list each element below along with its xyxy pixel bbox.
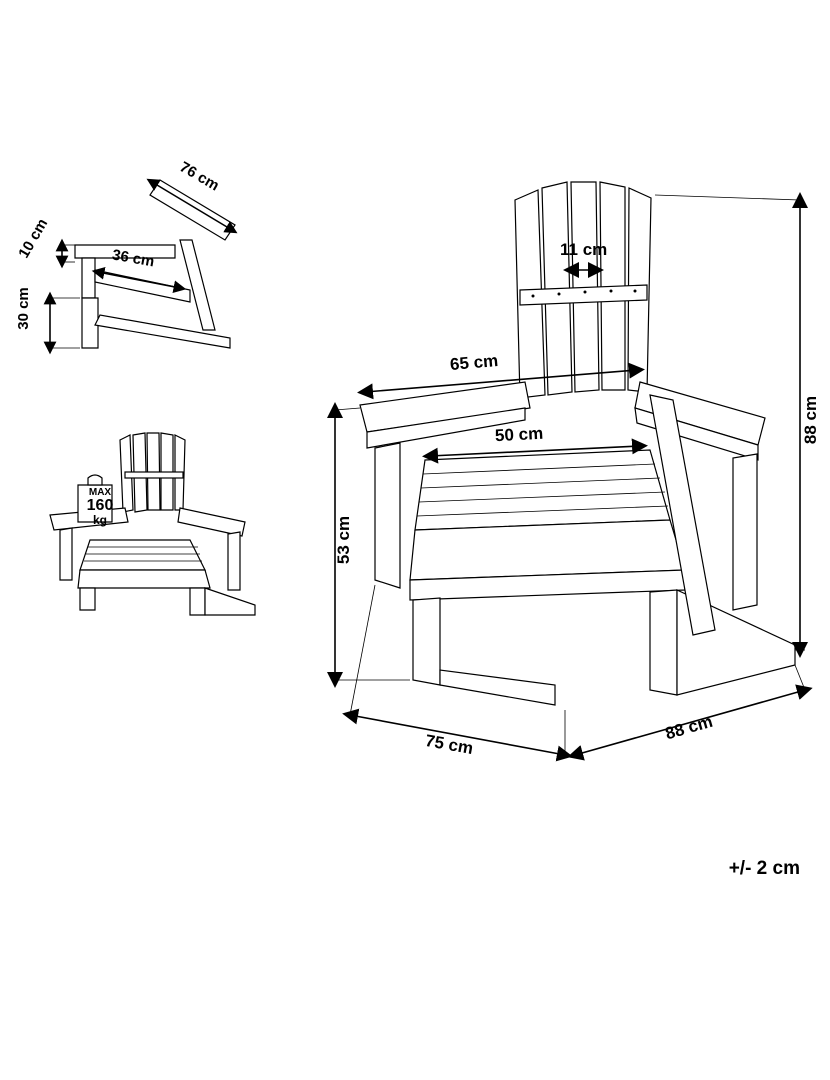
side-view-svg xyxy=(20,170,250,380)
weight-view-svg xyxy=(30,430,260,640)
diagram-container: 76 cm 36 cm 10 cm 30 cm xyxy=(0,0,830,1080)
dim-seat-width: 50 cm xyxy=(495,424,544,446)
dim-slat-width: 11 cm xyxy=(560,240,607,260)
weight-view: MAX 160 kg xyxy=(30,430,260,640)
weight-unit: kg xyxy=(80,514,120,526)
dim-leg-height: 30 cm xyxy=(15,287,32,330)
weight-value: 160 xyxy=(80,498,120,514)
main-view-svg xyxy=(295,160,815,780)
main-perspective-view: 11 cm 65 cm 50 cm 88 cm 53 cm 75 cm 88 c… xyxy=(295,160,815,780)
dim-arm-span: 65 cm xyxy=(449,351,499,375)
dim-overall-height: 88 cm xyxy=(801,396,821,444)
side-view: 76 cm 36 cm 10 cm 30 cm xyxy=(20,170,250,380)
dim-arm-height: 53 cm xyxy=(334,516,354,564)
tolerance-note: +/- 2 cm xyxy=(729,858,800,880)
weight-capacity-tag: MAX 160 kg xyxy=(80,488,120,536)
